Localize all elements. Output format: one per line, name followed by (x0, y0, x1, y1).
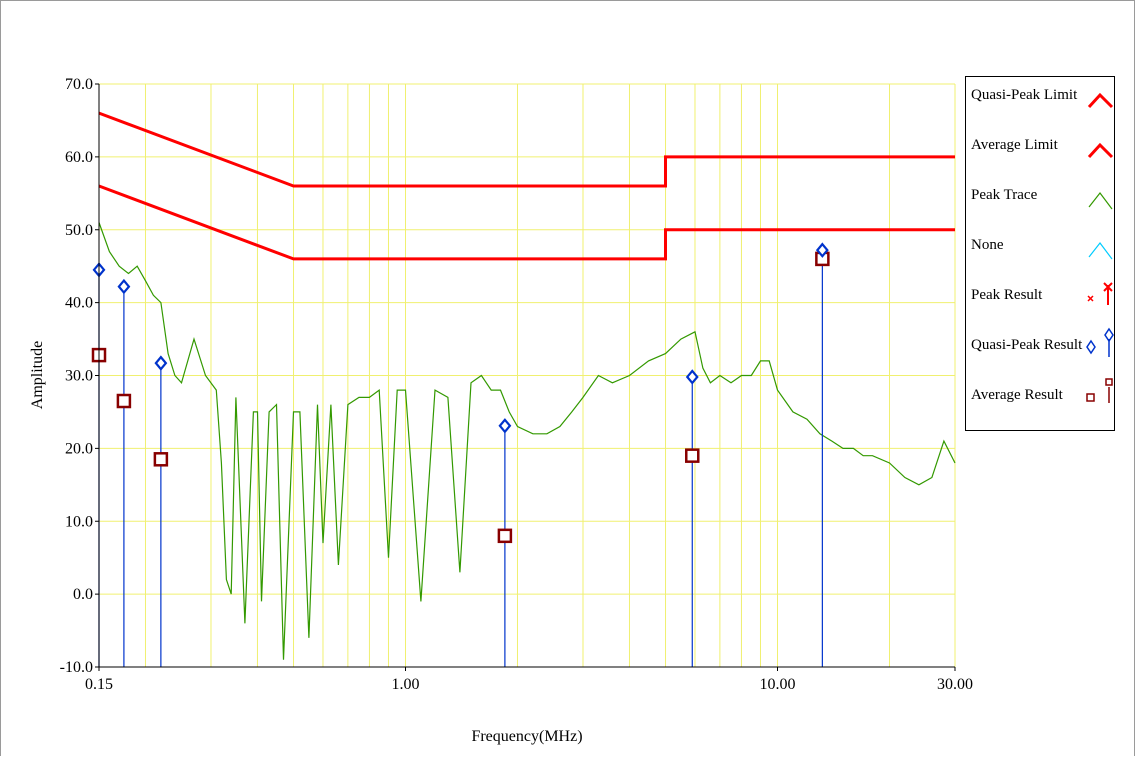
y-tick-label: 20.0 (65, 440, 93, 457)
grid (99, 83, 956, 668)
y-tick-label: 40.0 (65, 295, 93, 312)
x-axis-label: Frequency(MHz) (471, 728, 582, 745)
quasi-peak-limit-line (98, 111, 955, 188)
trace-swatch-icon (1088, 242, 1113, 260)
legend-item-quasi-peak-result: Quasi-Peak Result (966, 327, 1114, 377)
legend-item-quasi-peak-limit: Quasi-Peak Limit (966, 77, 1114, 127)
y-axis-label: Amplitude (29, 341, 46, 409)
legend-label: Quasi-Peak Limit (971, 87, 1078, 103)
trace-swatch-icon (1088, 192, 1113, 210)
average-result-marker (685, 448, 700, 463)
result-markers (91, 242, 830, 667)
quasi-peak-result-marker (685, 369, 699, 385)
square-icon (1086, 378, 1113, 403)
x-tick-label: 0.15 (85, 676, 113, 693)
peak-trace-group (98, 222, 956, 660)
average-result-marker (497, 528, 513, 544)
quasi-peak-result-marker (117, 278, 131, 295)
average-result-marker (116, 393, 132, 409)
y-tick-label: 50.0 (65, 222, 93, 239)
quasi-peak-result-marker (815, 242, 829, 258)
axes: 70.0 60.0 50.0 40.0 30.0 20.0 10.0 0.0 -10.00.15… (60, 76, 973, 693)
limit-swatch-icon (1087, 92, 1114, 109)
y-tick-label: 70.0 (65, 76, 93, 93)
diamond-icon (1086, 327, 1114, 357)
legend-item-peak-trace: Peak Trace (966, 177, 1114, 227)
legend-label: Quasi-Peak Result (971, 337, 1083, 353)
x-tick-label: 1.00 (392, 676, 420, 693)
limit-lines (98, 111, 955, 261)
quasi-peak-result-marker (154, 355, 168, 371)
legend-label: None (971, 237, 1004, 253)
average-limit-line (98, 184, 955, 261)
legend-label: Average Limit (971, 137, 1058, 153)
y-tick-label: 0.0 (73, 586, 93, 603)
x-tick-label: 30.00 (937, 676, 973, 693)
y-tick-label: 30.0 (65, 368, 93, 385)
legend-label: Average Result (971, 387, 1063, 403)
legend-item-peak-result: Peak Result (966, 277, 1114, 327)
legend-label: Peak Result (971, 287, 1043, 303)
quasi-peak-result-marker (498, 418, 512, 434)
peak-result-icon (1087, 282, 1113, 305)
legend-item-average-limit: Average Limit (966, 127, 1114, 177)
peak-trace-line (98, 222, 956, 660)
legend-item-average-result: Average Result (966, 377, 1114, 427)
y-tick-label: -10.0 (60, 659, 93, 676)
limit-swatch-icon (1087, 142, 1114, 159)
legend-label: Peak Trace (971, 187, 1038, 203)
y-tick-label: 60.0 (65, 149, 93, 166)
legend-item-none: None (966, 227, 1114, 277)
x-tick-label: 10.00 (760, 676, 796, 693)
average-result-marker (153, 452, 169, 467)
legend: Quasi-Peak Limit Average Limit Peak Trac… (965, 76, 1115, 431)
y-tick-label: 10.0 (65, 513, 93, 530)
